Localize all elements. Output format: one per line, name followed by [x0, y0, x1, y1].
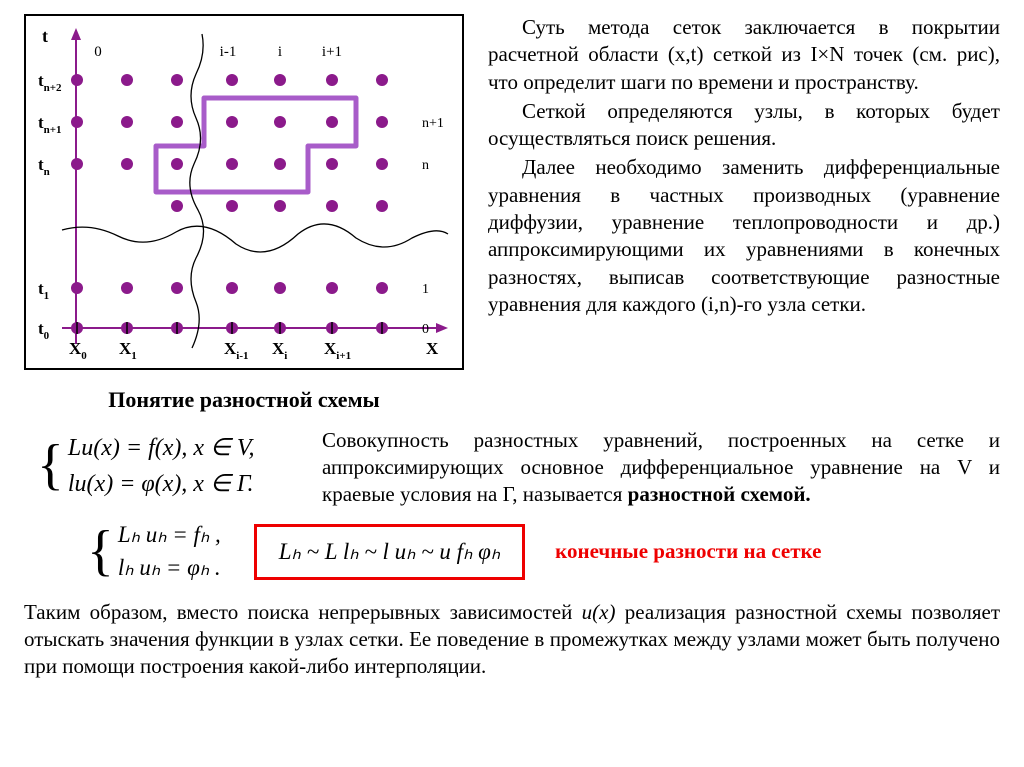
svg-text:i: i — [278, 44, 282, 60]
svg-text:X: X — [426, 339, 439, 358]
svg-text:t0: t0 — [38, 319, 50, 342]
svg-text:X1: X1 — [119, 339, 137, 362]
svg-text:tn+1: tn+1 — [38, 113, 62, 136]
eq2-line1: Lₕ uₕ = fₕ , — [118, 519, 221, 551]
system-equation-2: { Lₕ uₕ = fₕ , lₕ uₕ = φₕ . — [84, 516, 224, 586]
svg-text:t1: t1 — [38, 279, 49, 302]
svg-text:t: t — [42, 26, 48, 46]
svg-text:Xi: Xi — [272, 339, 287, 362]
svg-text:tn: tn — [38, 155, 50, 178]
svg-text:n+1: n+1 — [422, 116, 444, 131]
svg-text:Xi+1: Xi+1 — [324, 339, 351, 362]
svg-text:i-1: i-1 — [220, 44, 237, 60]
correspondence-box: Lₕ ~ L lₕ ~ l uₕ ~ u fₕ φₕ — [254, 524, 525, 580]
svg-text:1: 1 — [422, 282, 429, 297]
scheme-definition: Совокупность разностных уравнений, постр… — [322, 427, 1000, 509]
para-1: Суть метода сеток заключается в покрытии… — [488, 14, 1000, 96]
conclusion-text: Таким образом, вместо поиска непрерывных… — [24, 599, 1000, 681]
para-3: Далее необходимо заменить дифференциальн… — [488, 154, 1000, 318]
red-label: конечные разности на сетке — [555, 538, 821, 565]
svg-text:Xi-1: Xi-1 — [224, 339, 249, 362]
diagram-caption: Понятие разностной схемы — [24, 386, 464, 415]
svg-text:i+1: i+1 — [322, 44, 342, 60]
svg-text:0: 0 — [422, 322, 429, 337]
svg-text:X0: X0 — [69, 339, 87, 362]
eq1-line2: lu(x) = φ(x), x ∈ Γ. — [68, 466, 255, 502]
svg-text:n: n — [422, 158, 429, 173]
description-text: Суть метода сеток заключается в покрытии… — [488, 14, 1000, 415]
eq1-line1: Lu(x) = f(x), x ∈ V, — [68, 430, 255, 466]
eq2-line2: lₕ uₕ = φₕ . — [118, 552, 221, 584]
grid-diagram: t tn+2 tn+1 tn t1 t0 0 i-1 i i+1 X0 X1 Xi-1 Xi Xi+1 Xn+… — [24, 14, 464, 370]
para-2: Сеткой определяются узлы, в которых буде… — [488, 98, 1000, 153]
system-equation-1: { Lu(x) = f(x), x ∈ V, lu(x) = φ(x), x ∈… — [24, 427, 304, 505]
svg-text:0: 0 — [94, 44, 102, 60]
svg-text:tn+2: tn+2 — [38, 71, 62, 94]
